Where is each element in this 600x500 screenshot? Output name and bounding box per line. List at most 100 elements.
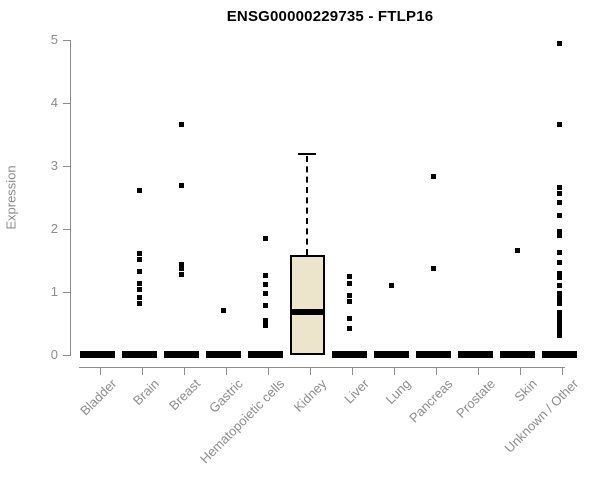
- outlier-point: [347, 298, 352, 304]
- outlier-point: [557, 41, 562, 47]
- box-median: [290, 309, 325, 316]
- outlier-point: [263, 318, 268, 324]
- outlier-point: [557, 184, 562, 190]
- outlier-point: [137, 286, 142, 292]
- outlier-point: [137, 269, 142, 275]
- outlier-point: [137, 257, 142, 263]
- outlier-point: [557, 259, 562, 265]
- category-label: Brain: [129, 376, 162, 409]
- category-label: Unknown / Other: [502, 376, 582, 456]
- y-tick-label: 0: [50, 347, 58, 362]
- outlier-point: [557, 325, 562, 331]
- y-tick-label: 5: [50, 32, 58, 47]
- category-label: Bladder: [77, 376, 120, 419]
- outlier-point: [557, 332, 562, 338]
- outlier-point: [263, 323, 268, 329]
- outlier-point: [557, 213, 562, 219]
- outlier-point: [137, 280, 142, 286]
- y-axis-label: Expression: [3, 165, 19, 230]
- x-axis-tick: [100, 367, 101, 375]
- outlier-point: [431, 266, 436, 272]
- outlier-point: [557, 296, 562, 302]
- outlier-point: [137, 187, 142, 193]
- y-axis-tick: [63, 355, 70, 356]
- zero-bar: [500, 351, 535, 358]
- x-axis-tick: [352, 367, 353, 375]
- outlier-point: [557, 233, 562, 239]
- outlier-point: [137, 250, 142, 256]
- outlier-point: [557, 199, 562, 205]
- y-axis-tick: [63, 292, 70, 293]
- x-axis-tick: [520, 367, 521, 375]
- outlier-point: [347, 315, 352, 321]
- category-label: Skin: [511, 376, 540, 405]
- y-axis-tick: [63, 229, 70, 230]
- y-tick-label: 3: [50, 158, 58, 173]
- outlier-point: [557, 271, 562, 277]
- outlier-point: [557, 283, 562, 289]
- outlier-point: [557, 327, 562, 333]
- chart-title: ENSG00000229735 - FTLP16: [226, 8, 434, 25]
- outlier-point: [263, 281, 268, 287]
- outlier-point: [557, 300, 562, 306]
- outlier-point: [137, 295, 142, 301]
- zero-bar: [416, 351, 451, 358]
- x-axis-tick: [184, 367, 185, 375]
- x-axis-tick: [310, 367, 311, 375]
- outlier-point: [557, 322, 562, 328]
- outlier-point: [431, 174, 436, 180]
- zero-bar: [248, 351, 283, 358]
- y-tick-label: 4: [50, 95, 58, 110]
- outlier-point: [557, 191, 562, 197]
- box: [290, 254, 325, 355]
- x-axis-tick: [436, 367, 437, 375]
- zero-bar: [206, 351, 241, 358]
- outlier-point: [557, 320, 562, 326]
- zero-bar: [164, 351, 199, 358]
- x-axis-line: [79, 367, 565, 368]
- outlier-point: [179, 266, 184, 272]
- x-axis-tick: [268, 367, 269, 375]
- outlier-point: [347, 293, 352, 299]
- outlier-point: [557, 312, 562, 318]
- outlier-point: [263, 303, 268, 309]
- outlier-point: [557, 330, 562, 336]
- outlier-point: [263, 291, 268, 297]
- x-axis-tick: [142, 367, 143, 375]
- outlier-point: [515, 247, 520, 253]
- outlier-point: [179, 261, 184, 267]
- zero-bar: [122, 351, 157, 358]
- category-label: Breast: [166, 376, 204, 414]
- category-label: Kidney: [290, 376, 330, 415]
- outlier-point: [137, 300, 142, 306]
- outlier-point: [557, 121, 562, 127]
- category-label: Lung: [382, 376, 414, 408]
- category-label: Pancreas: [406, 376, 456, 426]
- outlier-point: [557, 250, 562, 256]
- y-axis-line: [70, 40, 71, 356]
- outlier-point: [179, 182, 184, 188]
- outlier-point: [179, 121, 184, 127]
- zero-bar: [542, 351, 577, 358]
- whisker-line: [306, 156, 308, 255]
- x-axis-tick: [562, 367, 563, 375]
- outlier-point: [557, 315, 562, 321]
- category-label: Liver: [341, 376, 372, 407]
- category-label: Gastric: [205, 376, 246, 416]
- zero-bar: [458, 351, 493, 358]
- outlier-point: [347, 274, 352, 280]
- y-axis-tick: [63, 40, 70, 41]
- outlier-point: [347, 325, 352, 331]
- zero-bar: [332, 351, 367, 358]
- y-tick-label: 2: [50, 221, 58, 236]
- outlier-point: [557, 310, 562, 316]
- zero-bar: [80, 351, 115, 358]
- outlier-point: [389, 283, 394, 289]
- outlier-point: [557, 274, 562, 280]
- outlier-point: [179, 272, 184, 278]
- y-axis-tick: [63, 166, 70, 167]
- outlier-point: [263, 272, 268, 278]
- zero-bar: [374, 351, 409, 358]
- outlier-point: [557, 291, 562, 297]
